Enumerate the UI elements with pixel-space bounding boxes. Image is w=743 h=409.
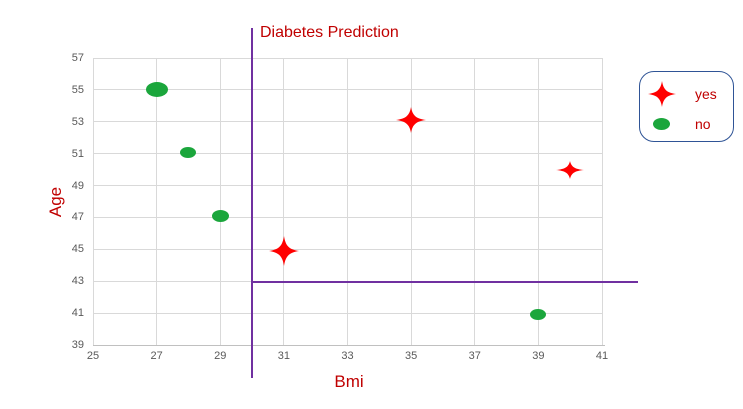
- data-point-yes[interactable]: [396, 107, 427, 134]
- x-tick-label: 25: [86, 350, 100, 362]
- y-tick-label: 41: [71, 307, 84, 320]
- gridline: [156, 58, 158, 345]
- x-tick-label: 41: [595, 350, 609, 362]
- x-tick-label: 29: [214, 350, 227, 362]
- legend-item-no[interactable]: no: [647, 116, 733, 132]
- ellipse-marker-icon: [647, 118, 676, 130]
- data-point-yes[interactable]: [556, 160, 585, 179]
- x-tick-label: 27: [150, 350, 163, 362]
- y-tick-label: 57: [71, 52, 84, 64]
- x-tick-label: 39: [532, 350, 545, 362]
- data-point-no[interactable]: [145, 82, 168, 98]
- data-point-no[interactable]: [211, 209, 229, 222]
- y-tick-label: 45: [71, 243, 84, 256]
- data-point-no[interactable]: [530, 309, 547, 321]
- y-tick-label: 39: [71, 339, 84, 351]
- x-tick-label: 33: [341, 350, 354, 362]
- gridline: [474, 58, 476, 345]
- legend[interactable]: yes no: [639, 71, 734, 142]
- gridline: [93, 248, 602, 250]
- x-axis-title: Bmi: [334, 372, 364, 391]
- gridline: [92, 58, 94, 345]
- star-marker-icon: [647, 81, 676, 107]
- gridline: [93, 312, 602, 314]
- decision-boundary-vertical-line: [251, 28, 253, 378]
- y-tick-label: 51: [71, 147, 84, 160]
- gridline: [537, 58, 539, 345]
- legend-item-yes[interactable]: yes: [647, 81, 733, 107]
- data-point-no[interactable]: [180, 146, 197, 158]
- y-tick-label: 49: [71, 179, 84, 192]
- decision-boundary-horizontal-line: [252, 281, 638, 283]
- gridline: [219, 58, 221, 345]
- gridline: [93, 121, 602, 123]
- gridline: [283, 58, 285, 345]
- x-axis-line: [93, 345, 605, 346]
- gridline: [93, 185, 602, 187]
- gridline: [93, 153, 602, 155]
- x-tick-label: 37: [468, 350, 481, 362]
- gridline: [93, 89, 602, 91]
- x-tick-label: 31: [277, 350, 290, 362]
- x-tick-label: 35: [405, 350, 418, 362]
- chart-title: Diabetes Prediction: [260, 24, 399, 41]
- legend-label-yes: yes: [695, 86, 717, 102]
- data-point-yes[interactable]: [268, 235, 299, 266]
- gridline: [93, 57, 602, 59]
- y-tick-label: 43: [71, 275, 84, 288]
- y-tick-label: 47: [71, 211, 84, 224]
- gridline: [93, 216, 602, 218]
- y-tick-label: 53: [71, 115, 84, 128]
- gridline: [347, 58, 348, 345]
- gridline: [410, 58, 412, 345]
- y-tick-label: 55: [71, 83, 84, 96]
- legend-label-no: no: [695, 116, 711, 132]
- gridline: [601, 58, 603, 345]
